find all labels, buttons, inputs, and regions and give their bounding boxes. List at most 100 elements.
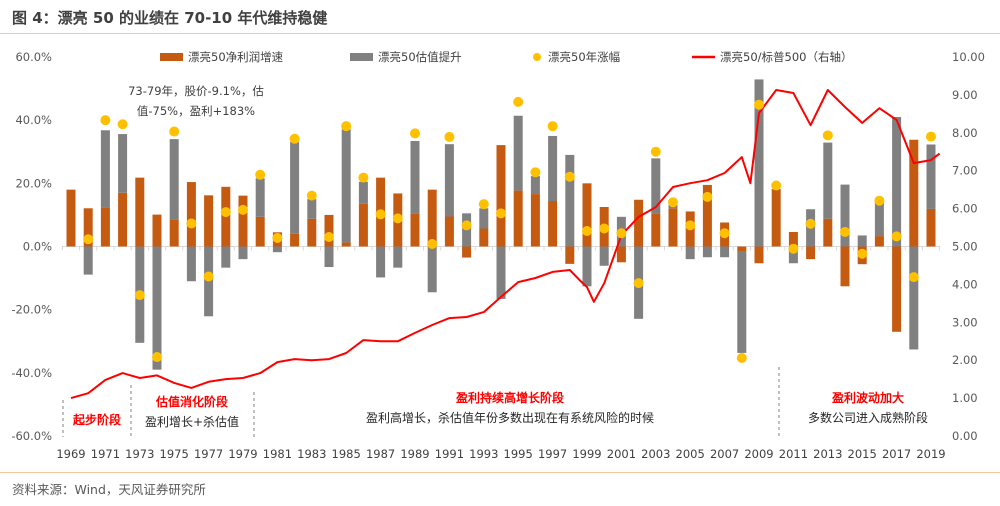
x-tick-label: 1971 — [91, 447, 120, 461]
return-dot — [427, 238, 438, 249]
valuation-bar — [857, 235, 867, 247]
return-dot — [668, 197, 678, 208]
profit-bar — [410, 213, 420, 247]
x-tick-label: 1979 — [228, 447, 257, 461]
valuation-bar — [290, 141, 300, 234]
profit-bar — [358, 203, 368, 247]
profit-bar — [462, 246, 472, 258]
profit-bar — [892, 246, 902, 332]
return-dot — [771, 180, 782, 191]
return-dot — [358, 172, 369, 183]
return-dot — [650, 146, 661, 157]
valuation-bar — [685, 246, 695, 260]
valuation-bar — [118, 134, 128, 193]
profit-bar — [788, 231, 798, 247]
valuation-bar — [530, 176, 540, 195]
x-tick-label: 2019 — [916, 447, 945, 461]
x-tick-label: 2003 — [641, 447, 670, 461]
y-left-tick-label: -40.0% — [11, 366, 52, 380]
return-dot — [203, 271, 214, 282]
return-dot — [788, 243, 799, 254]
valuation-bar — [892, 117, 902, 247]
x-tick-label: 2007 — [710, 447, 739, 461]
profit-bar — [823, 218, 833, 247]
profit-bar — [530, 194, 540, 247]
x-tick-label: 1995 — [504, 447, 533, 461]
y-right-tick-label: 0.00 — [952, 429, 978, 443]
x-tick-label: 2017 — [882, 447, 911, 461]
profit-bar — [186, 182, 196, 247]
return-dot — [100, 115, 111, 126]
return-dot — [633, 278, 644, 289]
profit-bar — [926, 208, 936, 247]
return-dot — [891, 231, 902, 242]
y-left-tick-label: -60.0% — [11, 429, 52, 443]
valuation-bar — [324, 246, 334, 268]
title-divider — [0, 33, 1000, 34]
return-dot — [702, 191, 713, 202]
return-dot — [324, 232, 334, 243]
profit-bar — [238, 195, 248, 247]
x-tick-label: 1999 — [572, 447, 601, 461]
return-dot — [255, 169, 266, 180]
profit-bar — [754, 246, 764, 264]
return-dot — [375, 209, 386, 220]
profit-bar — [66, 189, 76, 247]
valuation-bar — [479, 208, 489, 229]
phase-description: 盈利增长+杀估值 — [145, 414, 239, 429]
return-dot — [83, 234, 94, 245]
valuation-bar — [720, 246, 730, 258]
phase-title: 盈利波动加大 — [831, 390, 904, 405]
x-tick-label: 1977 — [194, 447, 223, 461]
y-left-tick-label: 40.0% — [15, 113, 52, 127]
y-right-tick-label: 4.00 — [952, 277, 978, 291]
return-dot — [616, 228, 627, 239]
return-dot — [582, 226, 592, 237]
legend-swatch — [533, 53, 541, 61]
legend-swatch — [160, 53, 183, 61]
valuation-bar — [393, 246, 403, 268]
source-note: 资料来源：Wind，天风证券研究所 — [12, 482, 206, 497]
footer-divider — [0, 472, 1000, 473]
valuation-bar — [874, 202, 884, 237]
valuation-bar — [702, 246, 712, 258]
valuation-bar — [651, 158, 661, 214]
return-dot — [874, 195, 885, 206]
profit-bar — [668, 208, 678, 247]
valuation-bar — [238, 246, 248, 260]
profit-bar — [582, 183, 592, 247]
profit-bar — [771, 189, 781, 247]
profit-bar — [204, 195, 214, 247]
return-dot — [478, 199, 489, 210]
valuation-bar — [840, 184, 850, 247]
return-dot — [564, 171, 575, 182]
return-dot — [134, 290, 145, 301]
valuation-bar — [444, 144, 454, 217]
y-right-tick-label: 6.00 — [952, 202, 978, 216]
valuation-bar — [582, 246, 592, 287]
y-left-tick-label: 20.0% — [15, 176, 52, 190]
return-dot — [719, 228, 730, 239]
return-dot — [908, 272, 919, 283]
legend-label: 漂亮50年涨幅 — [548, 50, 620, 64]
profit-bar — [307, 218, 317, 247]
profit-bar — [100, 207, 110, 247]
x-tick-label: 1975 — [160, 447, 189, 461]
valuation-bar — [565, 154, 575, 247]
x-tick-label: 1969 — [56, 447, 85, 461]
valuation-bar — [823, 142, 833, 219]
x-tick-label: 2009 — [744, 447, 773, 461]
x-tick-label: 2015 — [848, 447, 877, 461]
y-right-tick-label: 8.00 — [952, 126, 978, 140]
valuation-bar — [599, 246, 609, 266]
y-right-tick-label: 5.00 — [952, 240, 978, 254]
profit-bar — [548, 201, 558, 247]
profit-bar — [341, 242, 351, 247]
x-tick-label: 1987 — [366, 447, 395, 461]
profit-bar — [444, 216, 454, 247]
return-dot — [840, 226, 850, 237]
y-right-tick-label: 7.00 — [952, 164, 978, 178]
valuation-bar — [307, 199, 317, 219]
return-dot — [857, 248, 868, 259]
y-left-tick-label: -20.0% — [11, 303, 52, 317]
